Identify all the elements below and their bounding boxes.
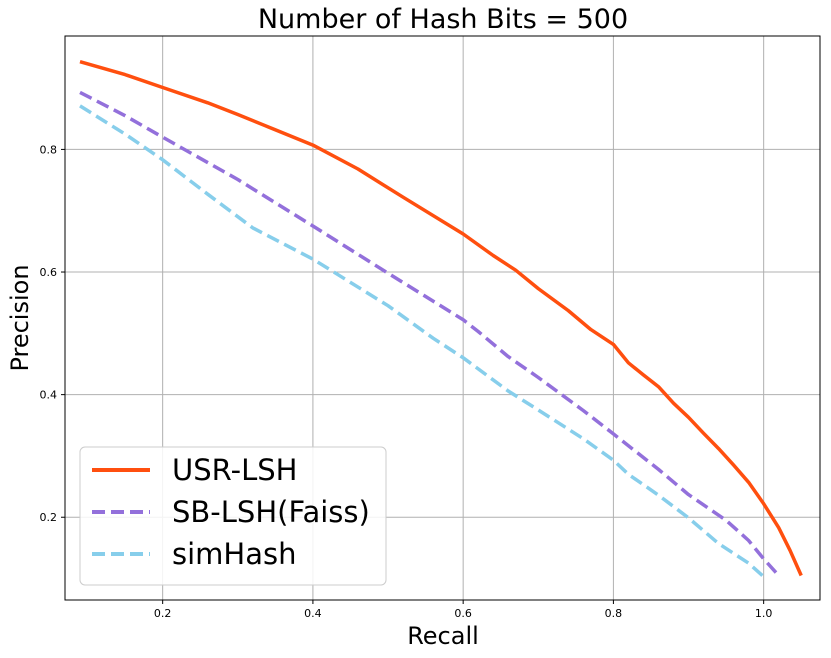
y-axis-label: Precision	[6, 264, 34, 371]
legend: USR-LSH SB-LSH(Faiss) simHash	[79, 446, 387, 586]
legend-label-1: SB-LSH(Faiss)	[172, 495, 370, 529]
legend-label-2: simHash	[172, 537, 296, 571]
y-tick-label: 0.6	[40, 266, 58, 279]
x-tick-label: 0.8	[605, 607, 623, 620]
y-tick-label: 0.8	[40, 143, 58, 156]
y-tick-label: 0.2	[40, 511, 58, 524]
legend-label-0: USR-LSH	[172, 453, 297, 487]
plot-frame	[64, 35, 821, 601]
x-axis-label: Recall	[407, 622, 479, 650]
series-line-1	[79, 90, 780, 577]
series-line-2	[79, 104, 765, 579]
chart-title: Number of Hash Bits = 500	[258, 4, 628, 35]
legend-box	[79, 446, 387, 586]
x-tick-label: 1.0	[755, 607, 773, 620]
x-tick-label: 0.4	[304, 607, 322, 620]
series-layer	[79, 60, 803, 579]
x-tick-label: 0.6	[454, 607, 472, 620]
series-line-0	[79, 60, 803, 577]
y-tick-label: 0.4	[40, 389, 58, 402]
x-tick-label: 0.2	[154, 607, 172, 620]
ticks: 0.2 0.4 0.6 0.8 1.0 0.2 0.4 0.6 0.8	[40, 143, 773, 620]
